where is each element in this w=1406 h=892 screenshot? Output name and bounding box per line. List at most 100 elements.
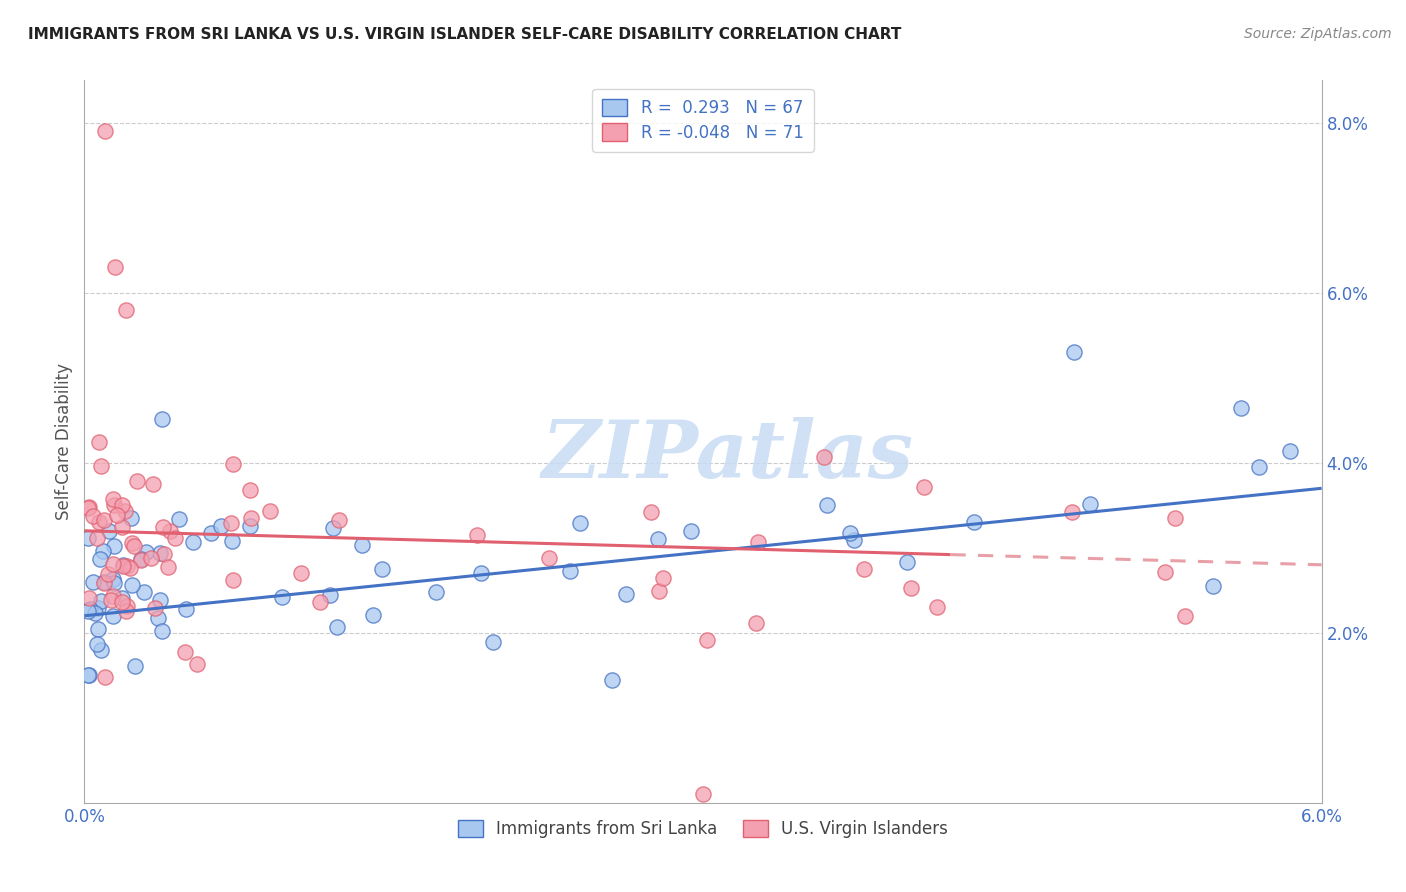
Point xyxy=(105,508,128,523)
Point xyxy=(219,516,242,530)
Point xyxy=(97,566,120,581)
Point xyxy=(209,518,232,533)
Point xyxy=(93,513,115,527)
Point xyxy=(121,535,143,549)
Text: IMMIGRANTS FROM SRI LANKA VS U.S. VIRGIN ISLANDER SELF-CARE DISABILITY CORRELATI: IMMIGRANTS FROM SRI LANKA VS U.S. VIRGIN… xyxy=(28,27,901,42)
Text: ZIPatlas: ZIPatlas xyxy=(541,417,914,495)
Point xyxy=(651,571,673,585)
Point xyxy=(745,615,768,630)
Point xyxy=(181,535,204,549)
Point xyxy=(156,560,179,574)
Point xyxy=(143,601,166,615)
Point xyxy=(120,561,142,575)
Point xyxy=(77,604,100,618)
Point xyxy=(111,498,134,512)
Legend: Immigrants from Sri Lanka, U.S. Virgin Islanders: Immigrants from Sri Lanka, U.S. Virgin I… xyxy=(451,814,955,845)
Point xyxy=(101,492,124,507)
Point xyxy=(537,551,560,566)
Point xyxy=(79,668,101,682)
Point xyxy=(560,564,582,578)
Point xyxy=(912,480,935,494)
Point xyxy=(844,533,866,547)
Point xyxy=(815,498,838,512)
Point xyxy=(425,585,447,599)
Point xyxy=(326,620,349,634)
Point xyxy=(159,524,181,538)
Point xyxy=(239,483,262,497)
Point xyxy=(152,411,174,425)
Point xyxy=(318,588,340,602)
Point xyxy=(186,657,208,671)
Point xyxy=(1174,609,1197,624)
Point xyxy=(125,475,148,489)
Point xyxy=(290,566,312,580)
Point xyxy=(87,434,110,449)
Point xyxy=(101,557,124,571)
Point xyxy=(104,260,127,275)
Point xyxy=(839,526,862,541)
Point xyxy=(77,531,100,545)
Point xyxy=(470,566,492,580)
Point xyxy=(94,670,117,684)
Point xyxy=(1154,566,1177,580)
Point xyxy=(322,521,344,535)
Point xyxy=(174,645,197,659)
Point xyxy=(692,787,714,801)
Point xyxy=(647,583,669,598)
Point xyxy=(124,659,146,673)
Point xyxy=(1078,497,1101,511)
Point xyxy=(90,459,112,474)
Point xyxy=(640,505,662,519)
Point xyxy=(696,633,718,648)
Point xyxy=(1063,345,1085,359)
Point xyxy=(309,595,332,609)
Point xyxy=(87,622,110,636)
Point xyxy=(681,524,703,538)
Point xyxy=(93,574,115,589)
Point xyxy=(132,584,155,599)
Point xyxy=(853,562,876,576)
Point xyxy=(900,581,922,595)
Point xyxy=(600,673,623,687)
Point xyxy=(129,551,152,566)
Point xyxy=(222,457,245,471)
Point xyxy=(174,602,197,616)
Point xyxy=(153,547,176,561)
Point xyxy=(121,578,143,592)
Point xyxy=(925,599,948,614)
Point xyxy=(103,499,125,513)
Point xyxy=(122,539,145,553)
Point xyxy=(111,595,134,609)
Point xyxy=(86,531,108,545)
Point xyxy=(152,520,174,534)
Point xyxy=(89,552,111,566)
Point xyxy=(112,558,135,573)
Point xyxy=(90,643,112,657)
Point xyxy=(111,591,134,605)
Point xyxy=(569,516,592,531)
Point xyxy=(371,562,394,576)
Point xyxy=(98,524,121,539)
Point xyxy=(481,635,503,649)
Y-axis label: Self-Care Disability: Self-Care Disability xyxy=(55,363,73,520)
Point xyxy=(135,545,157,559)
Point xyxy=(363,607,385,622)
Point xyxy=(100,593,122,607)
Point xyxy=(1279,444,1302,458)
Point xyxy=(259,504,281,518)
Point xyxy=(1164,510,1187,524)
Point xyxy=(82,574,104,589)
Point xyxy=(103,539,125,553)
Point xyxy=(813,450,835,465)
Point xyxy=(89,515,111,529)
Point xyxy=(149,545,172,559)
Point xyxy=(747,535,769,549)
Point xyxy=(222,573,245,587)
Point xyxy=(221,534,243,549)
Point xyxy=(149,593,172,607)
Point xyxy=(93,576,115,591)
Point xyxy=(352,538,374,552)
Point xyxy=(94,124,117,138)
Point xyxy=(87,601,110,615)
Point xyxy=(91,544,114,558)
